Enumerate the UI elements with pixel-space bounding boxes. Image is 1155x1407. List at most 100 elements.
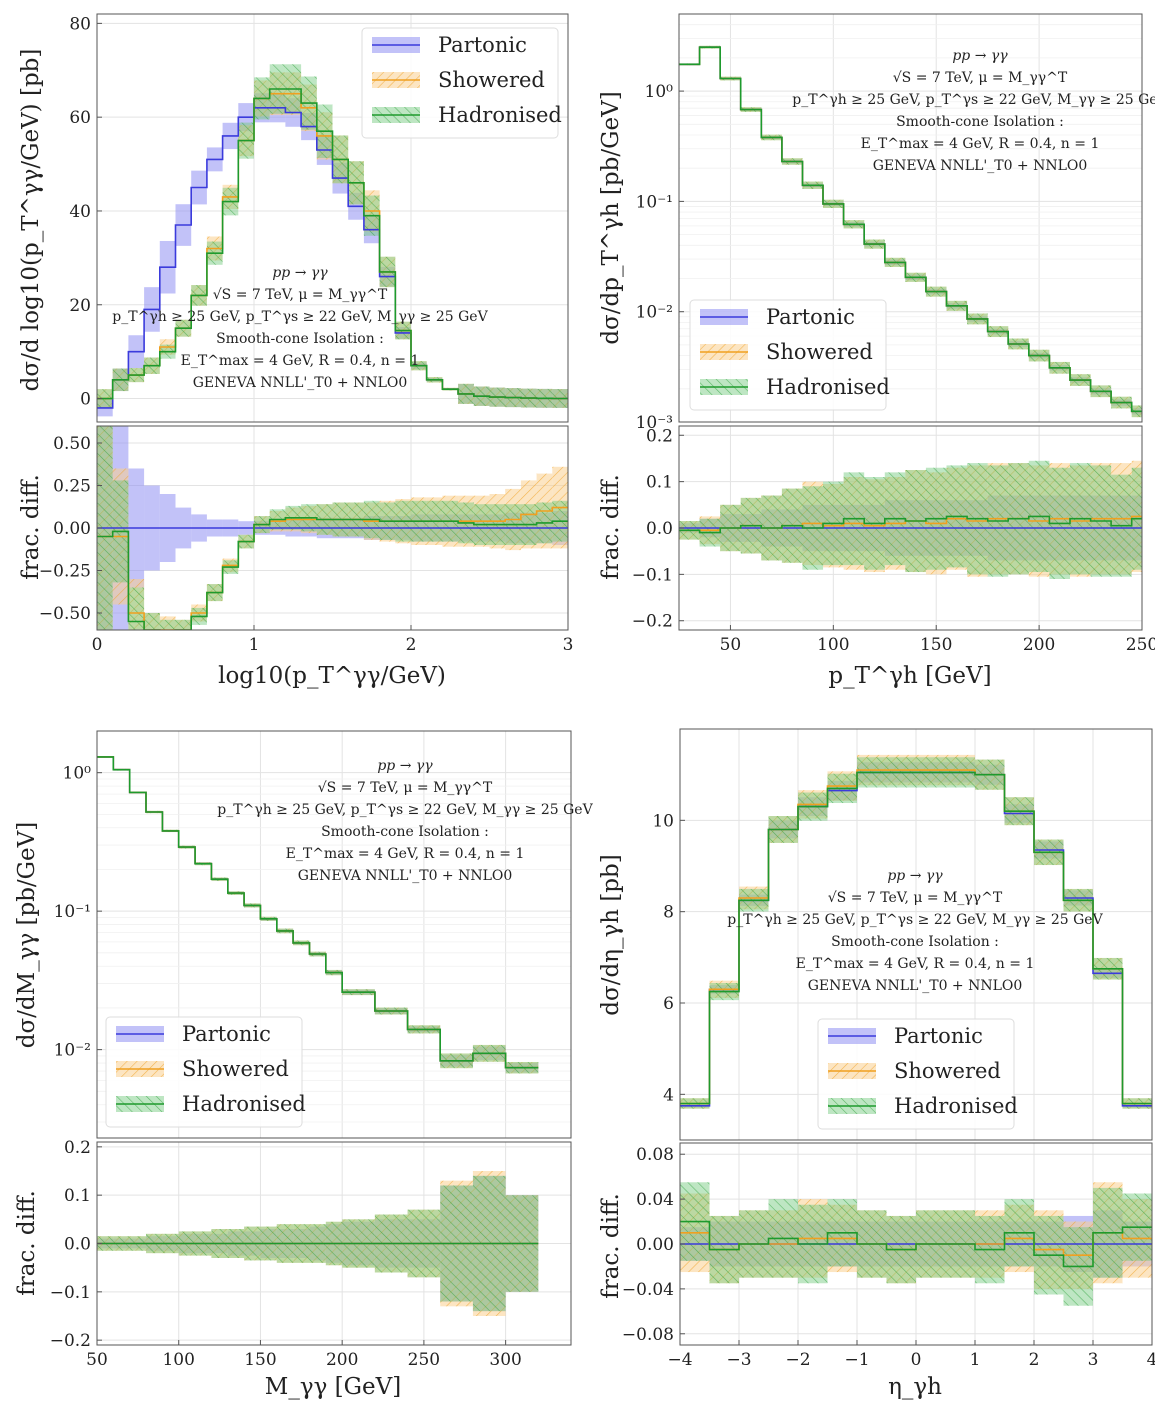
- chart-1-main-plot: [97, 64, 568, 417]
- chart-1-process-text: pp → γγ √S = 7 TeV, μ = M_γγ^T p_T^γh ≥ 25…: [112, 265, 488, 391]
- hadronised-line: [97, 88, 568, 400]
- process-line: pp → γγ: [272, 265, 328, 281]
- x-tick-label: −3: [726, 1350, 751, 1370]
- y-tick-label: 40: [69, 202, 91, 222]
- chart-2-ratio-plot: [679, 460, 1142, 579]
- x-tick-label: 200: [326, 1350, 358, 1370]
- hadronised-ratio-band: [144, 613, 160, 630]
- process-line: p_T^γh ≥ 25 GeV, p_T^γs ≥ 22 GeV, M_γγ ≥…: [217, 802, 593, 818]
- chart-4-main-plot: [680, 754, 1152, 1109]
- x-tick-label: 150: [920, 635, 952, 655]
- y-tick-label: 10⁰: [63, 764, 92, 784]
- ratio-tick-label: −0.25: [39, 562, 91, 582]
- legend-label-partonic: Partonic: [438, 33, 527, 57]
- chart-1-labels: dσ/d log10(p_T^γγ/GeV) [pb] frac. diff. …: [18, 49, 446, 689]
- process-line: pp → γγ: [377, 758, 433, 774]
- process-line: p_T^γh ≥ 25 GeV, p_T^γs ≥ 22 GeV, M_γγ ≥…: [112, 309, 488, 325]
- chart-4-ratio-plot: [680, 1182, 1152, 1306]
- chart-3-ticks: 50 100 150 200 250 300 10⁻² 10⁻¹ 10⁰ −0.2 −0.1 0.0 0…: [50, 764, 522, 1370]
- process-line: √S = 7 TeV, μ = M_γγ^T: [318, 780, 493, 796]
- ratio-tick-label: −0.2: [50, 1331, 91, 1351]
- x-tick-label: 1: [970, 1350, 981, 1370]
- showered-ratio-line: [97, 506, 568, 630]
- process-line: E_T^max = 4 GeV, R = 0.4, n = 1: [286, 846, 525, 862]
- chart-1-ylabel: dσ/d log10(p_T^γγ/GeV) [pb]: [18, 49, 44, 392]
- ratio-tick-label: 0.25: [53, 477, 91, 497]
- x-tick-label: 250: [1126, 635, 1155, 655]
- hadronised-ratio-line: [679, 515, 1142, 534]
- process-line: Smooth-cone Isolation :: [896, 114, 1064, 130]
- x-tick-label: −4: [667, 1350, 692, 1370]
- chart-2-ratio-ylabel: frac. diff.: [598, 474, 624, 580]
- chart-3-legend: Partonic Showered Hadronised: [105, 1016, 306, 1128]
- chart-1-ratio-plot: [97, 426, 568, 630]
- chart-2-process-text: pp → γγ √S = 7 TeV, μ = M_γγ^T p_T^γh ≥ 25…: [792, 48, 1155, 174]
- ratio-tick-label: −0.04: [622, 1280, 674, 1300]
- chart-3-ylabel: dσ/dM_γγ [pb/GeV]: [14, 822, 40, 1049]
- chart-2-main-plot: [679, 45, 1142, 418]
- x-tick-label: 250: [408, 1350, 440, 1370]
- ratio-tick-label: 0.50: [53, 434, 91, 454]
- chart-4-ylabel: dσ/dη_γh [pb]: [598, 854, 624, 1015]
- chart-3-ratio-plot: [97, 1171, 539, 1316]
- legend-label-hadronised: Hadronised: [766, 375, 890, 399]
- y-tick-label: 10⁰: [645, 82, 674, 102]
- ratio-tick-label: −0.2: [632, 612, 673, 632]
- ratio-tick-label: 0.00: [53, 519, 91, 539]
- legend-label-showered: Showered: [766, 340, 873, 364]
- x-tick-label: 0: [92, 635, 103, 655]
- x-tick-label: −1: [844, 1350, 869, 1370]
- main-frame: [679, 728, 1153, 1141]
- chart-4-process-text: pp → γγ √S = 7 TeV, μ = M_γγ^T p_T^γh ≥ 25…: [727, 868, 1103, 994]
- x-tick-label: 1: [249, 635, 260, 655]
- x-tick-label: 200: [1023, 635, 1055, 655]
- chart-4-ticks: −4 −3 −2 −1 0 1 2 3 4 4 6 8 10 −0.08 −0.04 0.00 0.04 0.08: [622, 811, 1155, 1370]
- x-tick-label: 3: [563, 635, 574, 655]
- chart-3-xlabel: M_γγ [GeV]: [265, 1374, 401, 1400]
- ratio-tick-label: −0.1: [632, 565, 673, 585]
- chart-2-xlabel: p_T^γh [GeV]: [828, 663, 991, 689]
- y-tick-label: 0: [80, 390, 91, 410]
- chart-4-ratio-ylabel: frac. diff.: [598, 1193, 624, 1299]
- process-line: E_T^max = 4 GeV, R = 0.4, n = 1: [181, 353, 420, 369]
- x-tick-label: −2: [785, 1350, 810, 1370]
- y-tick-label: 8: [663, 903, 674, 923]
- y-tick-label: 80: [69, 14, 91, 34]
- ratio-tick-label: −0.50: [39, 604, 91, 624]
- ratio-tick-label: 0.2: [646, 426, 673, 446]
- chart-2-ticks: 50 100 150 200 250 10⁻³ 10⁻² 10⁻¹ 10⁰ −0.2 −0.1 0.0…: [632, 82, 1155, 655]
- y-tick-label: 10⁻¹: [54, 902, 91, 922]
- legend-label-showered: Showered: [894, 1059, 1001, 1083]
- process-line: Smooth-cone Isolation :: [321, 824, 489, 840]
- chart-1-ticks: 0 1 2 3 0 20 40 60 80 −0.50 −0.25 0.00 0.25 0.50: [39, 14, 574, 655]
- y-tick-label: 10⁻³: [636, 413, 673, 433]
- process-line: p_T^γh ≥ 25 GeV, p_T^γs ≥ 22 GeV, M_γγ ≥…: [792, 92, 1155, 108]
- process-line: pp → γγ: [887, 868, 943, 884]
- process-line: √S = 7 TeV, μ = M_γγ^T: [893, 70, 1068, 86]
- process-line: √S = 7 TeV, μ = M_γγ^T: [828, 890, 1003, 906]
- chart-1-legend: Partonic Showered Hadronised: [361, 27, 562, 139]
- hadronised-ratio-band: [175, 619, 192, 630]
- x-tick-label: 100: [817, 635, 849, 655]
- x-tick-label: 2: [406, 635, 417, 655]
- chart-1-xlabel: log10(p_T^γγ/GeV): [218, 663, 446, 689]
- legend-label-hadronised: Hadronised: [182, 1092, 306, 1116]
- ratio-tick-label: 0.1: [64, 1186, 91, 1206]
- chart-3-ratio-ylabel: frac. diff.: [14, 1190, 40, 1296]
- hadronised-ratio-band: [159, 619, 176, 630]
- main-frame: [96, 730, 572, 1139]
- y-tick-label: 20: [69, 296, 91, 316]
- chart-4: −4 −3 −2 −1 0 1 2 3 4 4 6 8 10 −0.08 −0.04 0.00 0.04 0.08…: [622, 728, 1155, 1370]
- legend-label-showered: Showered: [182, 1057, 289, 1081]
- chart-4-labels: dσ/dη_γh [pb] frac. diff. η_γh: [598, 854, 942, 1400]
- main-frame: [96, 13, 569, 423]
- hadronised-line: [679, 46, 1142, 413]
- chart-1-ratio-ylabel: frac. diff.: [18, 474, 44, 580]
- process-line: √S = 7 TeV, μ = M_γγ^T: [213, 287, 388, 303]
- ratio-tick-label: 0.0: [64, 1235, 91, 1255]
- x-tick-label: 50: [720, 635, 742, 655]
- ratio-tick-label: 0.00: [636, 1235, 674, 1255]
- process-line: GENEVA NNLL'_T0 + NNLO0: [193, 375, 408, 391]
- y-tick-label: 10⁻²: [636, 303, 673, 323]
- x-tick-label: 50: [86, 1350, 108, 1370]
